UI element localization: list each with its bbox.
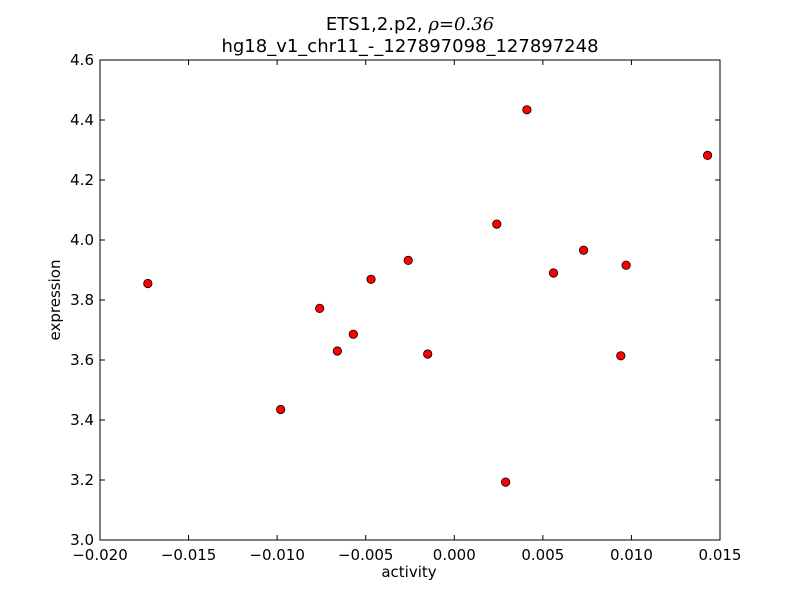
y-tick-label: 3.6 xyxy=(70,351,94,369)
x-tick-label: −0.020 xyxy=(72,546,128,564)
x-tick-label: 0.000 xyxy=(433,546,476,564)
data-point xyxy=(366,274,376,284)
y-tick-label: 4.2 xyxy=(70,171,94,189)
x-tick-label: 0.005 xyxy=(521,546,564,564)
data-points xyxy=(143,105,713,487)
data-point xyxy=(702,150,713,160)
data-point xyxy=(315,303,325,313)
chart-title-line2: hg18_v1_chr11_-_127897098_127897248 xyxy=(221,36,598,57)
y-axis-label: expression xyxy=(46,260,64,341)
y-tick-label: 4.0 xyxy=(70,231,94,249)
y-tick-label: 3.8 xyxy=(70,291,94,309)
data-point xyxy=(348,329,358,339)
chart-title-math: ρ=0.36 xyxy=(427,14,494,35)
data-point xyxy=(492,219,502,229)
data-point xyxy=(276,404,286,415)
data-point xyxy=(616,351,626,361)
plot-area: −0.020 −0.015 −0.010 −0.005 0.000 0.005 0.010 0… xyxy=(70,51,741,564)
data-point xyxy=(501,477,511,487)
y-tick-label: 3.2 xyxy=(70,471,94,489)
x-tick-label: 0.010 xyxy=(610,546,653,564)
data-point xyxy=(143,278,153,289)
y-tick-label: 3.0 xyxy=(70,531,94,549)
chart-title-prefix: ETS1,2.p2, xyxy=(326,14,428,35)
x-tick-label: 0.015 xyxy=(699,546,742,564)
chart-title-line1: ETS1,2.p2, ρ=0.36 xyxy=(326,14,494,35)
x-tick-label: −0.005 xyxy=(338,546,394,564)
data-point xyxy=(621,260,631,270)
y-tick-label: 3.4 xyxy=(70,411,94,429)
data-point xyxy=(423,349,433,359)
data-point xyxy=(548,268,559,278)
y-tick-label: 4.6 xyxy=(70,51,94,69)
data-point xyxy=(332,346,342,356)
data-point xyxy=(578,245,589,255)
x-axis-label: activity xyxy=(381,563,436,581)
x-axis-ticks: −0.020 −0.015 −0.010 −0.005 0.000 0.005 0.010 0… xyxy=(72,60,741,564)
y-tick-label: 4.4 xyxy=(70,111,94,129)
data-point xyxy=(522,105,532,115)
x-tick-label: −0.015 xyxy=(161,546,217,564)
x-tick-label: −0.010 xyxy=(249,546,305,564)
y-axis-ticks: 3.0 3.2 3.4 3.6 3.8 4.0 4.2 4.4 4.6 xyxy=(70,51,720,549)
data-point xyxy=(403,255,413,265)
